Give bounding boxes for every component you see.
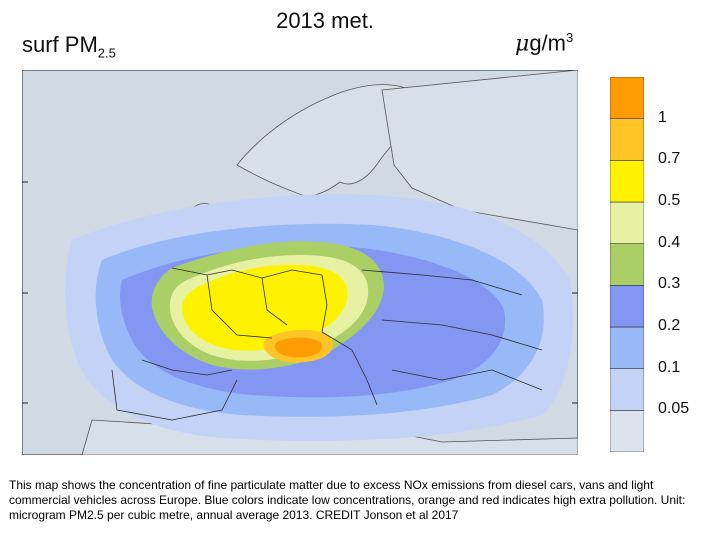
- map-caption: This map shows the concentration of fine…: [9, 478, 686, 522]
- variable-label: surf PM2.5: [22, 32, 116, 60]
- colorbar-label: 0.1: [658, 358, 681, 376]
- country-borders: [111, 267, 543, 421]
- unit-base: g/m: [529, 30, 566, 56]
- scandinavia: [236, 84, 423, 197]
- pollution-map: [22, 70, 578, 455]
- colorbar-swatch: [610, 201, 644, 244]
- colorbar-swatch: [610, 243, 644, 286]
- colorbar: [610, 77, 644, 452]
- colorbar-label: 0.4: [658, 233, 681, 251]
- colorbar-label: 0.5: [658, 192, 681, 209]
- map-title: 2013 met.: [276, 8, 374, 33]
- colorbar-swatch: [610, 326, 644, 369]
- colorbar-swatches: [610, 77, 644, 452]
- concentration-0-5: [182, 264, 348, 351]
- colorbar-swatch: [610, 77, 644, 119]
- unit-exponent: 3: [566, 30, 574, 45]
- colorbar-label: 0.2: [658, 317, 681, 334]
- colorbar-label: 0.7: [658, 150, 681, 168]
- colorbar-swatch: [610, 410, 644, 452]
- colorbar-swatch: [610, 368, 644, 411]
- variable-subscript: 2.5: [97, 45, 116, 61]
- colorbar-swatch: [610, 285, 644, 328]
- colorbar-label: 0.3: [658, 275, 681, 293]
- unit-label: μg/m3: [515, 30, 573, 56]
- variable-name: surf PM: [22, 32, 98, 57]
- colorbar-swatch: [610, 160, 644, 203]
- colorbar-label: 0.05: [658, 400, 690, 418]
- colorbar-swatch: [610, 118, 644, 161]
- unit-prefix: μ: [515, 31, 530, 57]
- colorbar-label: 1: [658, 108, 667, 126]
- concentration-1: [274, 337, 322, 358]
